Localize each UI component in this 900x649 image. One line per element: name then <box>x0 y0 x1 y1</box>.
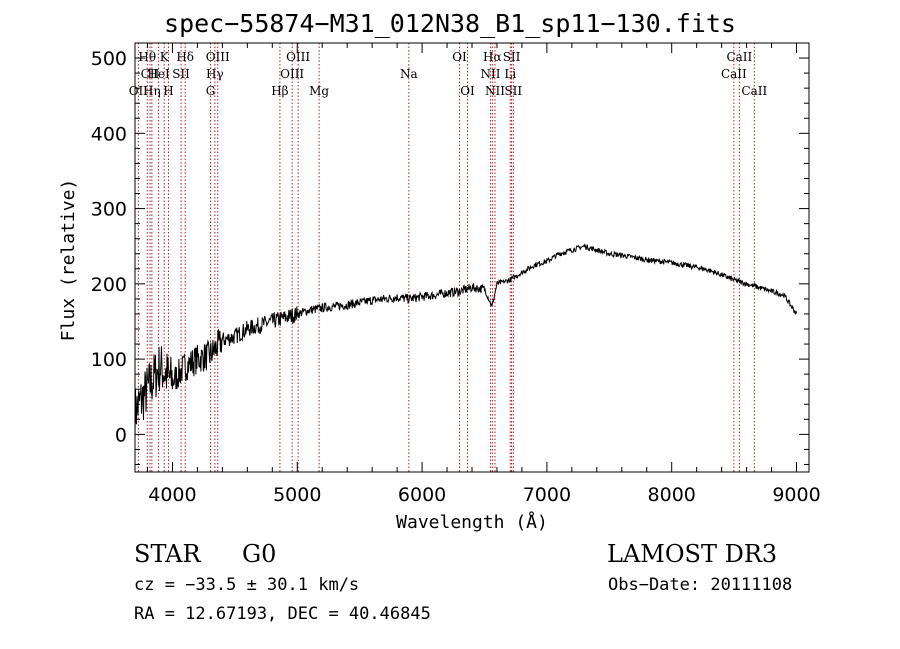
x-tick-label: 5000 <box>273 484 321 506</box>
spectrum-line <box>134 243 797 439</box>
line-marker-label: K <box>160 50 170 64</box>
line-marker-label: HeI <box>147 67 170 81</box>
line-marker-label: Hα <box>483 50 502 64</box>
y-tick-label: 500 <box>91 48 127 70</box>
line-marker-label: CII <box>141 67 160 81</box>
y-tick-label: 200 <box>91 274 127 296</box>
axis-ticks: 4000 5000 6000 7000 8000 9000 0 100 200 300 400 500 <box>91 42 821 506</box>
object-class: STAR <box>134 540 201 568</box>
observation-date: Obs−Date: 20111108 <box>608 575 793 595</box>
y-tick-label: 300 <box>91 199 127 221</box>
x-tick-label: 4000 <box>148 484 196 506</box>
x-tick-label: 6000 <box>398 484 446 506</box>
line-marker-label: G <box>206 84 216 98</box>
line-marker-label: SII <box>504 84 522 98</box>
y-tick-label: 0 <box>115 424 127 446</box>
chart-title: spec−55874−M31_012N38_B1_sp11−130.fits <box>164 9 736 38</box>
survey-name: LAMOST DR3 <box>607 540 778 568</box>
line-marker-label: CaII <box>741 84 767 98</box>
line-marker-label: Li <box>504 67 516 81</box>
line-marker-label: OIII <box>280 67 304 81</box>
y-tick-label: 100 <box>91 349 127 371</box>
line-marker-label: H <box>163 84 173 98</box>
line-marker-label: SII <box>503 50 521 64</box>
line-marker-label: CaII <box>726 50 752 64</box>
line-marker-label: Hθ <box>138 50 156 64</box>
y-tick-label: 400 <box>91 123 127 145</box>
line-marker-label: NII <box>480 67 500 81</box>
line-marker-label: OIII <box>286 50 310 64</box>
line-marker-label: Hη <box>143 84 161 98</box>
x-axis-label: Wavelength (Å) <box>396 511 548 533</box>
line-marker-label: CaII <box>721 67 747 81</box>
object-subclass: G0 <box>242 540 277 568</box>
line-marker-label: OI <box>460 84 475 98</box>
line-marker-label: Hγ <box>206 67 224 81</box>
plot-frame <box>134 42 810 473</box>
line-marker-label: SII <box>172 67 190 81</box>
line-marker-label: Na <box>400 67 418 81</box>
x-tick-label: 9000 <box>772 484 820 506</box>
line-marker-label: OII <box>129 84 149 98</box>
redshift-value: cz = −33.5 ± 30.1 km/s <box>134 575 360 595</box>
line-marker-label: Hδ <box>176 50 194 64</box>
line-marker-label: Mg <box>309 84 329 98</box>
line-marker-label: OIII <box>206 50 230 64</box>
line-marker-label: OI <box>452 50 467 64</box>
coordinates: RA = 12.67193, DEC = 40.46845 <box>134 604 431 624</box>
line-marker-label: NII <box>485 84 505 98</box>
x-tick-label: 7000 <box>523 484 571 506</box>
line-marker-layer <box>137 43 755 472</box>
line-marker-label: Hβ <box>271 84 288 98</box>
x-tick-label: 8000 <box>648 484 696 506</box>
y-axis-label: Flux (relative) <box>58 179 79 342</box>
